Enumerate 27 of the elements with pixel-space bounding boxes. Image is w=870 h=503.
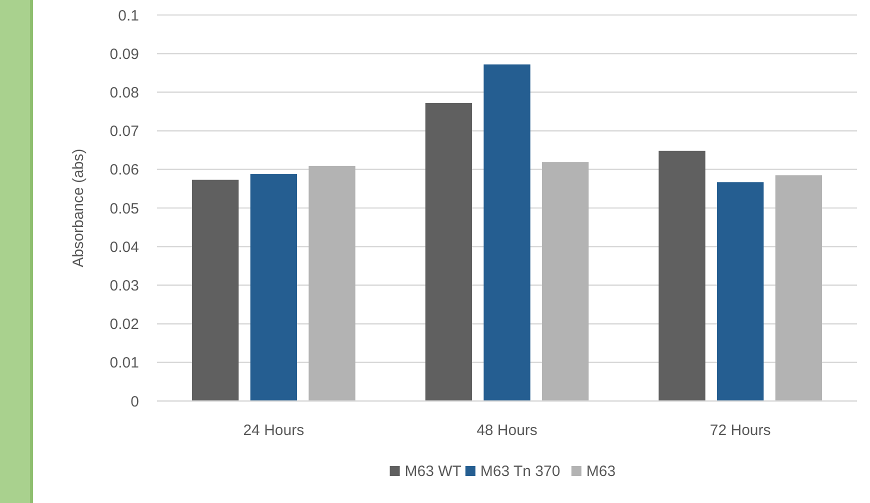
bar — [308, 166, 356, 401]
bar — [425, 103, 472, 401]
y-tick-label: 0.1 — [118, 7, 139, 24]
bar — [250, 174, 297, 401]
y-tick-label: 0.08 — [110, 84, 139, 102]
y-tick-label: 0.02 — [110, 316, 139, 334]
y-tick-label: 0.09 — [110, 46, 139, 63]
y-tick-label: 0.07 — [110, 123, 139, 140]
y-tick-label: 0.05 — [110, 200, 139, 218]
x-tick-label: 48 Hours — [476, 422, 538, 439]
y-tick-label: 0.04 — [110, 238, 139, 256]
legend-label: M63 Tn 370 — [480, 463, 560, 480]
bar — [542, 162, 589, 401]
legend-label: M63 — [586, 463, 616, 480]
bar — [192, 180, 239, 401]
legend-label: M63 WT — [404, 463, 462, 480]
y-tick-label: 0.06 — [110, 162, 139, 179]
x-tick-label: 72 Hours — [710, 422, 771, 439]
bar — [775, 175, 822, 401]
y-axis-title: Absorbance (abs) — [70, 148, 87, 268]
y-tick-label: 0 — [130, 393, 139, 410]
bar — [484, 64, 530, 401]
bar — [717, 182, 764, 401]
y-tick-label: 0.03 — [110, 277, 139, 294]
y-tick-label: 0.01 — [110, 354, 139, 372]
bar — [658, 150, 706, 401]
x-tick-label: 24 Hours — [243, 422, 304, 439]
